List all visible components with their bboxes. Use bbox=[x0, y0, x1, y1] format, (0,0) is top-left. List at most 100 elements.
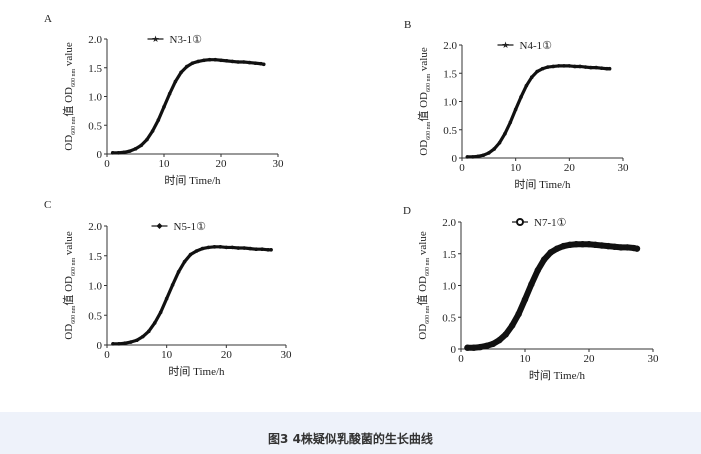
y-tick-label: 0 bbox=[452, 153, 458, 165]
label-part: OD bbox=[418, 140, 430, 156]
data-point bbox=[261, 62, 266, 67]
data-point bbox=[167, 91, 172, 96]
chart-panel-A: A 0 0.5 1.0 1.5 2.0 0 10 20 30 时间 Time/h OD600 nm值 … bbox=[44, 13, 284, 187]
y-tick-label: 1.5 bbox=[442, 249, 456, 261]
y-tick-label: 2.0 bbox=[88, 34, 102, 46]
series-line-N5-1① bbox=[111, 245, 273, 346]
x-tick-label: 0 bbox=[104, 349, 110, 361]
series-line-N4-1① bbox=[465, 64, 612, 159]
data-point bbox=[170, 283, 175, 287]
data-point bbox=[477, 343, 484, 351]
x-tick-label: 30 bbox=[648, 353, 660, 365]
data-point bbox=[553, 245, 561, 252]
y-tick-label: 2.0 bbox=[443, 40, 457, 52]
y-tick-label: 1.5 bbox=[443, 68, 457, 80]
x-tick-label: 20 bbox=[216, 158, 228, 170]
data-point bbox=[117, 342, 121, 346]
data-point bbox=[253, 61, 257, 65]
data-point bbox=[219, 58, 223, 63]
label-part: value bbox=[417, 231, 429, 258]
data-point bbox=[259, 61, 263, 66]
y-tick-label: 1.0 bbox=[443, 97, 457, 109]
data-point bbox=[164, 296, 169, 301]
label-part: value bbox=[63, 231, 75, 258]
label-part: OD bbox=[418, 92, 430, 108]
data-point bbox=[573, 241, 580, 248]
data-point bbox=[248, 246, 252, 251]
x-tick-label: 20 bbox=[221, 349, 233, 361]
data-point bbox=[534, 267, 541, 274]
y-axis-label: OD600 nm值 OD600 nm value bbox=[62, 42, 77, 151]
data-point bbox=[585, 241, 593, 248]
data-point bbox=[156, 118, 161, 122]
data-point bbox=[503, 131, 507, 136]
data-point bbox=[541, 256, 548, 263]
data-point bbox=[213, 57, 218, 62]
label-part: OD bbox=[63, 276, 75, 292]
data-point bbox=[583, 65, 588, 69]
figure-caption: 图3 4株疑似乳酸菌的生长曲线 bbox=[268, 432, 433, 446]
data-point bbox=[465, 155, 470, 159]
data-point bbox=[605, 242, 612, 250]
data-point bbox=[483, 342, 490, 350]
data-point bbox=[236, 246, 241, 250]
data-point bbox=[607, 66, 612, 71]
data-point bbox=[145, 137, 149, 142]
data-point bbox=[266, 248, 270, 252]
x-tick-label: 10 bbox=[159, 158, 171, 170]
data-point bbox=[162, 105, 166, 109]
data-point bbox=[150, 129, 155, 133]
y-tick-label: 0 bbox=[97, 149, 103, 161]
series-line-N7-1① bbox=[464, 241, 640, 351]
data-point bbox=[190, 61, 195, 65]
panel-label: A bbox=[44, 13, 52, 25]
y-tick-label: 2.0 bbox=[442, 217, 456, 229]
y-tick-label: 0 bbox=[97, 340, 103, 352]
data-point bbox=[179, 70, 183, 75]
data-point bbox=[599, 66, 604, 70]
data-point bbox=[218, 245, 223, 249]
x-tick-label: 30 bbox=[281, 349, 293, 361]
data-point bbox=[509, 322, 516, 329]
y-tick-label: 1.0 bbox=[88, 281, 102, 293]
data-point bbox=[247, 60, 252, 65]
figure: A 0 0.5 1.0 1.5 2.0 0 10 20 30 时间 Time/h OD600 nm值 … bbox=[44, 13, 660, 382]
data-point bbox=[611, 243, 618, 250]
x-axis-label: 时间 Time/h bbox=[514, 178, 571, 191]
data-point bbox=[207, 57, 212, 62]
x-tick-label: 0 bbox=[459, 162, 465, 174]
data-point bbox=[546, 65, 550, 69]
data-point bbox=[492, 147, 497, 151]
legend-label: N7-1① bbox=[534, 217, 567, 229]
y-tick-label: 0.5 bbox=[88, 310, 102, 322]
data-point bbox=[508, 120, 513, 125]
data-point bbox=[139, 143, 143, 148]
subscript: 600 nm bbox=[71, 258, 77, 277]
data-point bbox=[141, 334, 145, 339]
label-part: OD bbox=[63, 87, 75, 103]
data-point bbox=[194, 249, 199, 253]
data-point bbox=[200, 246, 205, 251]
data-point bbox=[528, 281, 535, 288]
subscript: 600 nm bbox=[425, 258, 431, 277]
x-tick-label: 20 bbox=[584, 353, 596, 365]
legend-label: N3-1① bbox=[170, 34, 203, 46]
chart-panel-C: C 0 0.5 1.0 1.5 2.0 0 10 20 30 时间 Time/h OD600 nm值 … bbox=[44, 199, 292, 378]
data-point bbox=[578, 64, 582, 69]
data-point bbox=[122, 150, 126, 155]
x-axis-label: 时间 Time/h bbox=[164, 174, 221, 187]
y-tick-label: 0.5 bbox=[88, 120, 102, 132]
legend-label: N4-1① bbox=[520, 40, 553, 52]
data-point bbox=[524, 83, 529, 88]
data-point bbox=[567, 64, 572, 68]
data-point bbox=[206, 245, 211, 250]
data-point bbox=[598, 242, 605, 249]
data-point bbox=[551, 64, 556, 69]
subscript: 600 nm bbox=[71, 69, 77, 88]
data-point bbox=[110, 151, 115, 155]
data-point bbox=[242, 60, 246, 64]
data-point bbox=[260, 247, 264, 252]
label-part: OD bbox=[417, 324, 429, 340]
data-point bbox=[487, 151, 491, 155]
legend-marker-star: ★ bbox=[501, 40, 509, 50]
